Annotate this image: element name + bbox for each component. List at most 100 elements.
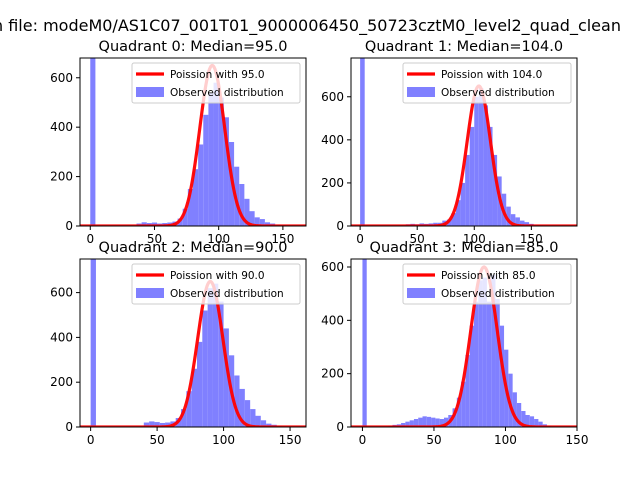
histogram-bar	[90, 58, 96, 226]
histogram-bar	[413, 419, 419, 427]
legend-label-poisson: Poission with 104.0	[441, 69, 542, 81]
histogram-bar	[250, 409, 256, 427]
y-tick-label: 0	[336, 420, 344, 434]
x-tick-label: 100	[463, 232, 486, 246]
axes-frame	[350, 57, 578, 227]
x-tick-label: 50	[426, 433, 441, 447]
histogram-bar	[182, 208, 188, 226]
histogram-bar	[196, 341, 203, 427]
y-tick-label: 600	[50, 286, 73, 300]
histogram-bar	[516, 403, 522, 427]
y-tick-label: 0	[65, 219, 73, 233]
histogram-bar	[456, 200, 461, 226]
histogram-bar	[538, 421, 543, 427]
histogram-bar	[143, 422, 150, 427]
histogram-bar	[254, 217, 260, 226]
histogram-bar	[486, 301, 492, 427]
histogram-bar	[435, 418, 440, 427]
histogram-bar	[208, 92, 214, 226]
y-tick-label: 400	[321, 313, 344, 327]
legend: Poission with 95.0 Observed distribution	[131, 62, 301, 104]
legend: Poission with 90.0 Observed distribution	[131, 263, 301, 305]
y-tick-label: 200	[321, 367, 344, 381]
histogram-bar	[474, 96, 479, 226]
legend-label-observed: Observed distribution	[170, 288, 284, 300]
histogram-bar	[213, 82, 219, 226]
histogram-bar	[244, 400, 251, 427]
legend-box	[131, 263, 301, 305]
histogram-bar	[474, 301, 479, 427]
panel-quadrant-0: 0 50 100 150 0 200 400 600 Poission with 95.0 Obs…	[50, 39, 307, 246]
histogram-bar	[198, 144, 204, 226]
legend-bar-swatch	[136, 87, 164, 97]
plot-area	[80, 259, 306, 427]
histogram-bar	[264, 222, 271, 226]
figure-title: n file: modeM0/AS1C07_001T01_9000006450_…	[0, 16, 621, 36]
legend-label-poisson: Poission with 95.0	[170, 69, 265, 81]
histogram-bar	[492, 154, 498, 226]
y-tick-label: 400	[50, 330, 73, 344]
legend-label-observed: Observed distribution	[441, 87, 555, 99]
histogram-bar	[207, 288, 213, 427]
y-tick-label: 600	[321, 90, 344, 104]
y-tick-label: 0	[336, 219, 344, 233]
x-tick-label: 0	[359, 433, 367, 447]
histogram-bar	[478, 280, 483, 427]
histogram-bar	[451, 213, 457, 226]
histogram-bar	[244, 198, 250, 226]
legend: Poission with 104.0 Observed distribution	[402, 62, 572, 104]
x-tick-label: 100	[212, 433, 235, 447]
histogram-bar	[223, 117, 229, 226]
histogram-bar	[422, 416, 427, 427]
histogram-bar	[512, 392, 517, 427]
histogram-bar	[478, 88, 484, 226]
histogram-bar	[460, 182, 466, 226]
axes-frame	[350, 258, 578, 428]
histogram-bar	[443, 417, 449, 427]
histogram-bar	[186, 391, 192, 427]
legend-box	[402, 62, 572, 104]
histogram-bar	[491, 275, 496, 427]
histogram-bar	[465, 355, 470, 427]
axes-frame	[79, 258, 307, 428]
histogram-bar	[465, 154, 470, 226]
y-tick-label: 400	[50, 120, 73, 134]
histogram-bar	[141, 222, 147, 226]
histogram-bar	[181, 409, 187, 427]
legend-bar-swatch	[136, 288, 164, 298]
histogram-bar	[223, 328, 229, 427]
y-tick-label: 400	[321, 133, 344, 147]
histogram-bar	[487, 126, 493, 226]
histogram-bar	[239, 388, 245, 427]
y-tick-label: 200	[321, 176, 344, 190]
legend-bar-swatch	[407, 87, 435, 97]
histogram-bar	[151, 222, 158, 226]
x-tick-label: 100	[207, 232, 230, 246]
panel-title: Quadrant 0: Median=95.0	[99, 39, 288, 55]
histogram-bar	[191, 368, 197, 427]
legend-label-poisson: Poission with 85.0	[441, 270, 536, 282]
histogram-bar	[483, 105, 488, 226]
panel-quadrant-1: 0 50 100 150 0 200 400 600 Poission with 104.0 Ob…	[321, 39, 578, 246]
x-tick-label: 50	[410, 232, 425, 246]
histogram-bar	[260, 420, 267, 427]
poisson-line	[80, 279, 306, 427]
histogram-bar	[149, 421, 155, 427]
histogram-bar	[510, 214, 516, 226]
legend-box	[402, 263, 572, 305]
histogram-bar	[418, 417, 423, 427]
histogram-bar	[405, 421, 410, 427]
histogram-bar	[218, 301, 224, 427]
histogram-bar	[401, 423, 406, 427]
x-tick-label: 0	[356, 232, 364, 246]
histogram-bar	[521, 411, 526, 427]
y-tick-label: 600	[321, 260, 344, 274]
x-tick-label: 50	[149, 433, 164, 447]
histogram-bar	[90, 259, 96, 427]
histogram-bar	[154, 422, 160, 427]
histogram-bar	[529, 416, 535, 427]
legend-bar-swatch	[407, 288, 435, 298]
histogram-bar	[239, 184, 245, 226]
histogram-bar	[249, 211, 255, 226]
x-tick-label: 150	[271, 232, 294, 246]
